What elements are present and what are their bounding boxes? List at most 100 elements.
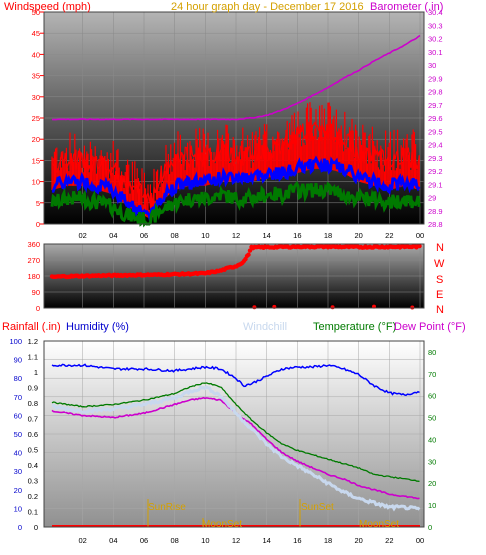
baro-y-tick: 30.3 <box>428 21 443 30</box>
wind-x-tick: 22 <box>385 231 393 240</box>
moonset-label-1: MoonSet <box>202 519 242 530</box>
series-avg-wind-line <box>51 155 421 221</box>
rain-y-tick: 0.9 <box>28 384 38 393</box>
wind-x-tick: 20 <box>354 231 362 240</box>
direction-y-tick: 90 <box>32 288 40 297</box>
wind-y-tick: 45 <box>32 29 40 38</box>
humidity-y-tick: 60 <box>14 411 22 420</box>
baro-y-tick: 30.1 <box>428 48 443 57</box>
direction-y-tick: 360 <box>27 240 40 249</box>
wind-x-tick: 00 <box>416 231 424 240</box>
dewpoint-axis-title: Dew Point (°F) <box>394 321 466 333</box>
temp-y-tick: 40 <box>428 435 436 444</box>
baro-y-tick: 29.3 <box>428 154 443 163</box>
humidity-y-tick: 40 <box>14 449 22 458</box>
rain-y-tick: 0.6 <box>28 430 38 439</box>
direction-y-tick: 0 <box>36 304 40 313</box>
compass-s: S <box>436 274 443 286</box>
wind-x-tick: 04 <box>109 231 117 240</box>
direction-panel-frame <box>43 243 425 309</box>
baro-y-tick: 29.5 <box>428 127 443 136</box>
temp-x-tick: 04 <box>109 536 117 545</box>
baro-y-tick: 28.9 <box>428 207 443 216</box>
sunrise-label: SunRise <box>148 502 186 513</box>
rain-y-tick: 0.3 <box>28 477 38 486</box>
wind-x-tick: 02 <box>78 231 86 240</box>
baro-y-tick: 29.6 <box>428 114 443 123</box>
compass-e: E <box>436 289 443 301</box>
temp-x-tick: 14 <box>262 536 270 545</box>
rain-axis-title: Rainfall (.in) <box>2 321 61 333</box>
direction-point <box>246 252 251 257</box>
temp-x-tick: 16 <box>293 536 301 545</box>
direction-point-north <box>252 305 257 310</box>
temp-x-tick: 12 <box>232 536 240 545</box>
rain-y-tick: 0.1 <box>28 508 38 517</box>
wind-x-tick: 18 <box>324 231 332 240</box>
sunset-label: SunSet <box>301 502 334 513</box>
baro-y-tick: 29.2 <box>428 167 443 176</box>
rain-tick-labels: 0 0.1 0.2 0.3 0.4 0.5 0.6 0.7 0.8 0.9 1 1.1 1.2 <box>28 337 38 532</box>
series-windchill-line <box>51 385 421 512</box>
rain-y-tick: 0.4 <box>28 461 38 470</box>
humidity-y-tick: 30 <box>14 467 22 476</box>
baro-y-tick: 29.7 <box>428 101 443 110</box>
temp-y-tick: 0 <box>428 523 432 532</box>
wind-y-tick: 15 <box>32 156 40 165</box>
temp-x-tick: 06 <box>140 536 148 545</box>
wind-y-tick: 35 <box>32 72 40 81</box>
temp-x-tick: 18 <box>324 536 332 545</box>
baro-y-tick: 29.9 <box>428 74 443 83</box>
temp-right-tick-labels: 0 10 20 30 40 50 60 70 80 <box>428 348 436 532</box>
temp-y-tick: 70 <box>428 370 436 379</box>
series-humidity-line <box>51 363 420 397</box>
series-low-wind-line <box>50 180 421 228</box>
wind-x-tick: 12 <box>232 231 240 240</box>
windchill-axis-title: Windchill <box>243 321 287 333</box>
chart-title: 24 hour graph day - December 17 2016 <box>171 1 364 13</box>
wind-axis-title: Windspeed (mph) <box>4 1 91 13</box>
wind-y-tick: 40 <box>32 50 40 59</box>
baro-y-tick: 29 <box>428 194 436 203</box>
wind-x-tick: 08 <box>170 231 178 240</box>
temp-x-tick: 20 <box>354 536 362 545</box>
direction-point <box>417 243 422 249</box>
rain-y-tick: 0.2 <box>28 492 38 501</box>
humidity-axis-title: Humidity (%) <box>66 321 129 333</box>
baro-y-tick: 29.1 <box>428 180 443 189</box>
rain-y-tick: 1 <box>34 368 38 377</box>
temp-x-tick: 08 <box>170 536 178 545</box>
temp-y-tick: 30 <box>428 457 436 466</box>
series-temperature-line <box>51 382 420 483</box>
temp-x-tick: 02 <box>78 536 86 545</box>
humidity-y-tick: 90 <box>14 356 22 365</box>
wind-x-tick: 14 <box>262 231 270 240</box>
rain-y-tick: 0.7 <box>28 415 38 424</box>
baro-y-tick: 29.8 <box>428 88 443 97</box>
moonset-label-2: MoonSet <box>359 519 399 530</box>
baro-y-tick: 30.4 <box>428 8 443 17</box>
wind-x-tick: 06 <box>140 231 148 240</box>
rain-y-tick: 0.5 <box>28 446 38 455</box>
wind-y-tick: 50 <box>32 8 40 17</box>
wind-y-tick: 0 <box>36 220 40 229</box>
temp-y-tick: 50 <box>428 414 436 423</box>
baro-y-tick: 28.8 <box>428 220 443 229</box>
temp-y-tick: 80 <box>428 348 436 357</box>
wind-left-tick-labels: 0 5 10 15 20 25 30 35 40 45 50 <box>32 8 44 229</box>
baro-y-tick: 30 <box>428 61 436 70</box>
humidity-y-tick: 20 <box>14 486 22 495</box>
series-barometer-line <box>51 34 421 121</box>
wind-x-tick-labels: 02 04 06 08 10 12 14 16 18 20 22 00 <box>78 231 424 240</box>
humidity-y-tick: 50 <box>14 430 22 439</box>
temp-panel-frame <box>43 340 425 528</box>
wind-x-tick: 16 <box>293 231 301 240</box>
temp-x-tick-labels: 02 04 06 08 10 12 14 16 18 20 22 00 <box>78 536 424 545</box>
temp-y-tick: 10 <box>428 501 436 510</box>
humidity-y-tick: 0 <box>18 523 22 532</box>
humidity-y-tick: 80 <box>14 374 22 383</box>
baro-y-tick: 29.4 <box>428 141 443 150</box>
humidity-y-tick: 70 <box>14 393 22 402</box>
